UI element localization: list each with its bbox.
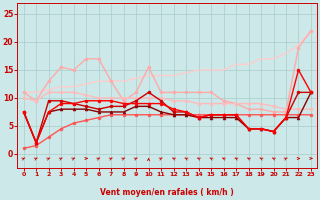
X-axis label: Vent moyen/en rafales ( km/h ): Vent moyen/en rafales ( km/h )	[100, 188, 234, 197]
